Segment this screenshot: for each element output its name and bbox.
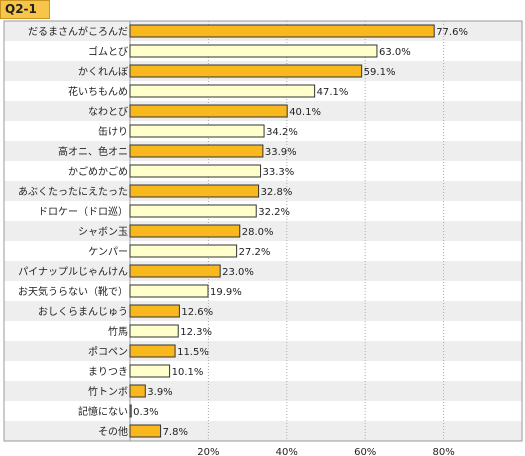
row-background [4, 421, 522, 441]
row-background [4, 401, 522, 421]
bar [129, 264, 221, 278]
bar [129, 384, 146, 398]
data-label: 32.8% [261, 187, 293, 198]
row-background [4, 361, 522, 381]
chart-title: Q2-1 [0, 0, 50, 19]
category-label: その他 [98, 425, 128, 438]
data-label: 28.0% [242, 227, 274, 238]
category-label: お天気うらない（靴で） [18, 285, 128, 298]
bar [129, 204, 257, 218]
x-tick-label: 80% [432, 447, 454, 456]
bar [129, 64, 363, 78]
category-label: 花いちもんめ [68, 85, 128, 98]
data-label: 59.1% [364, 67, 396, 78]
data-label: 63.0% [379, 47, 411, 58]
bar [129, 404, 132, 418]
category-label: 竹馬 [108, 325, 128, 338]
bar [129, 344, 176, 358]
data-label: 7.8% [163, 427, 188, 438]
data-label: 23.0% [222, 267, 254, 278]
bar [129, 84, 316, 98]
bar [129, 44, 378, 58]
bar [129, 124, 265, 138]
category-label: なわとび [88, 106, 128, 118]
data-label: 3.9% [147, 387, 172, 398]
category-label: ゴムとび [88, 45, 128, 58]
data-label: 0.3% [133, 407, 158, 418]
row-background [4, 321, 522, 341]
plot-frame [3, 20, 523, 442]
bar [129, 224, 241, 238]
x-tick-label: 40% [276, 447, 298, 456]
bar [129, 24, 435, 38]
data-label: 12.3% [180, 327, 212, 338]
category-label: だるまさんがころんだ [28, 25, 128, 38]
category-label: あぶくたったにえたった [18, 186, 128, 198]
bar [129, 324, 179, 338]
data-label: 77.6% [436, 27, 468, 38]
data-label: 32.2% [258, 207, 290, 218]
category-label: 高オニ、色オニ [58, 145, 128, 158]
category-label: かごめかごめ [68, 165, 128, 178]
category-label: まりつき [88, 366, 128, 378]
data-label: 33.3% [263, 167, 295, 178]
bar [129, 104, 288, 118]
category-label: パイナップルじゃんけん [18, 266, 128, 278]
data-label: 11.5% [177, 347, 209, 358]
category-label: ケンパー [88, 246, 128, 258]
bar [129, 244, 238, 258]
bar [129, 164, 262, 178]
category-label: 記憶にない [78, 405, 128, 418]
category-label: ポコペン [88, 346, 128, 358]
data-label: 12.6% [181, 307, 213, 318]
data-label: 27.2% [239, 247, 271, 258]
bar [129, 424, 162, 438]
bar [129, 364, 171, 378]
bar [129, 304, 180, 318]
category-label: 竹トンボ [88, 385, 128, 398]
bar [129, 144, 264, 158]
data-label: 34.2% [266, 127, 298, 138]
category-label: ドロケー（ドロ巡） [38, 206, 128, 218]
data-label: 40.1% [289, 107, 321, 118]
x-tick-label: 60% [354, 447, 376, 456]
category-label: 缶けり [98, 125, 128, 138]
category-label: シャボン玉 [78, 226, 128, 238]
data-label: 10.1% [172, 367, 204, 378]
bar [129, 284, 209, 298]
data-label: 47.1% [317, 87, 349, 98]
data-label: 33.9% [265, 147, 297, 158]
data-label: 19.9% [210, 287, 242, 298]
category-label: おしくらまんじゅう [38, 306, 128, 318]
category-label: かくれんぼ [78, 66, 128, 78]
row-background [4, 341, 522, 361]
x-tick-label: 20% [197, 447, 219, 456]
bar [129, 184, 260, 198]
row-background [4, 381, 522, 401]
